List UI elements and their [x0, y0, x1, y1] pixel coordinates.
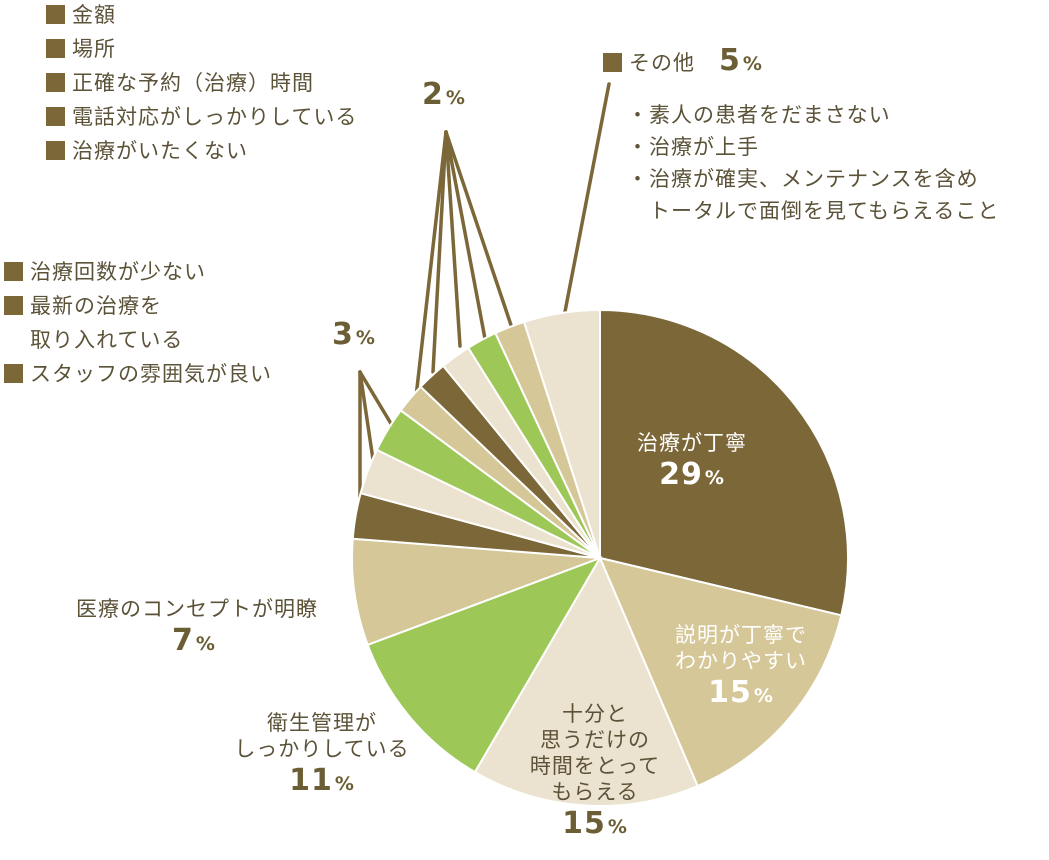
- percent-sign: %: [704, 467, 725, 489]
- percent-sign: %: [607, 816, 628, 838]
- legend-item: 治療回数が少ない: [4, 254, 272, 288]
- slice-label-text: もらえる: [551, 780, 639, 804]
- legend-label: 治療がいたくない: [72, 139, 248, 163]
- legend-item: スタッフの雰囲気が良い: [4, 356, 272, 390]
- legend-label: 電話対応がしっかりしている: [72, 105, 358, 129]
- pie-slice: [598, 556, 843, 788]
- leader-lines: [358, 82, 611, 499]
- other-note: ・治療が確実、メンテナンスを含め: [627, 167, 979, 191]
- slice-value: 29: [659, 457, 703, 492]
- leader-line: [444, 130, 488, 346]
- legend-swatch: [46, 140, 65, 160]
- legend-label: 最新の治療を: [30, 294, 162, 318]
- slice-label-text: わかりやすい: [675, 649, 807, 673]
- two-pct-label: 2%: [422, 76, 466, 117]
- slice-value: 7: [172, 623, 194, 658]
- leader-line: [358, 370, 398, 434]
- pie-slices: [351, 308, 849, 807]
- legend-item: 場所: [46, 31, 357, 65]
- legend-label: 取り入れている: [30, 328, 184, 352]
- percent-sign: %: [195, 633, 216, 655]
- legend-label: 場所: [72, 37, 116, 61]
- legend-swatch: [46, 72, 65, 92]
- legend-swatch: [46, 4, 65, 24]
- slice-label-text: 衛生管理が: [267, 711, 377, 735]
- percent-sign: %: [334, 773, 355, 795]
- leader-line: [561, 82, 611, 324]
- pie-slice: [351, 537, 601, 647]
- legend-item: 正確な予約（治療）時間: [46, 65, 357, 99]
- slice-value: 15: [562, 806, 606, 841]
- slice-label-text: 医療のコンセプトが明瞭: [76, 597, 318, 621]
- percent-sign: %: [355, 327, 376, 349]
- pie-slice: [599, 308, 849, 617]
- slice-label-s4: 衛生管理が しっかりしている 11%: [222, 710, 422, 803]
- legend-label: 治療回数が少ない: [30, 260, 206, 284]
- percent-sign: %: [742, 53, 763, 75]
- legend-swatch: [4, 363, 23, 383]
- legend-swatch: [46, 38, 65, 58]
- leader-line: [358, 370, 377, 475]
- legend-two-pct: 金額 場所 正確な予約（治療）時間 電話対応がしっかりしている 治療がいたくない: [46, 0, 357, 167]
- slice-label-s5: 医療のコンセプトが明瞭 7%: [42, 596, 352, 663]
- leader-line: [444, 130, 516, 336]
- legend-swatch: [603, 53, 622, 72]
- legend-swatch: [4, 295, 23, 315]
- legend-item: 電話対応がしっかりしている: [46, 99, 357, 133]
- legend-item: 治療がいたくない: [46, 133, 357, 167]
- slice-label-s3: 十分と 思うだけの 時間をとって もらえる 15%: [520, 701, 670, 846]
- slice-label-text: 治療が丁寧: [637, 431, 747, 455]
- legend-label: スタッフの雰囲気が良い: [30, 362, 272, 386]
- leader-line: [431, 130, 448, 374]
- slice-label-text: しっかりしている: [234, 737, 410, 761]
- legend-label: 金額: [72, 3, 116, 27]
- pie-slice: [366, 556, 603, 774]
- pie-slice: [522, 308, 601, 559]
- pie-slice: [473, 555, 699, 807]
- other-note: ・素人の患者をだまさない: [627, 103, 891, 127]
- slice-label-text: 思うだけの: [540, 728, 650, 752]
- percent-sign: %: [445, 87, 466, 109]
- percent-sign: %: [753, 685, 774, 707]
- other-label: その他 5%: [603, 42, 763, 83]
- leader-line: [444, 130, 462, 348]
- slice-label-s2: 説明が丁寧で わかりやすい 15%: [646, 622, 836, 715]
- slice-value: 15: [708, 675, 752, 710]
- other-note: ・治療が上手: [627, 135, 759, 159]
- three-pct-label: 3%: [332, 316, 376, 357]
- slice-label-text: 説明が丁寧で: [675, 623, 807, 647]
- slice-label-s1: 治療が丁寧 29%: [622, 430, 762, 497]
- slice-label-text: 十分と: [562, 702, 628, 726]
- legend-three-pct: 治療回数が少ない 最新の治療を 取り入れている スタッフの雰囲気が良い: [4, 254, 272, 390]
- other-note: トータルで面倒を見てもらえること: [627, 199, 1000, 223]
- slice-label-text: 時間をとって: [529, 754, 661, 778]
- three-pct-value: 3: [332, 317, 354, 352]
- other-value: 5: [719, 43, 741, 78]
- two-pct-value: 2: [422, 77, 444, 112]
- legend-item: 取り入れている: [4, 322, 272, 356]
- slice-value: 11: [289, 763, 333, 798]
- legend-item: 金額: [46, 0, 357, 31]
- legend-label: 正確な予約（治療）時間: [72, 71, 314, 95]
- other-notes: ・素人の患者をだまさない ・治療が上手 ・治療が確実、メンテナンスを含め トータ…: [627, 99, 999, 227]
- legend-swatch: [46, 106, 65, 126]
- legend-item: 最新の治療を: [4, 288, 272, 322]
- legend-swatch: [4, 261, 23, 281]
- other-label-text: その他: [629, 50, 695, 75]
- leader-line: [414, 130, 448, 399]
